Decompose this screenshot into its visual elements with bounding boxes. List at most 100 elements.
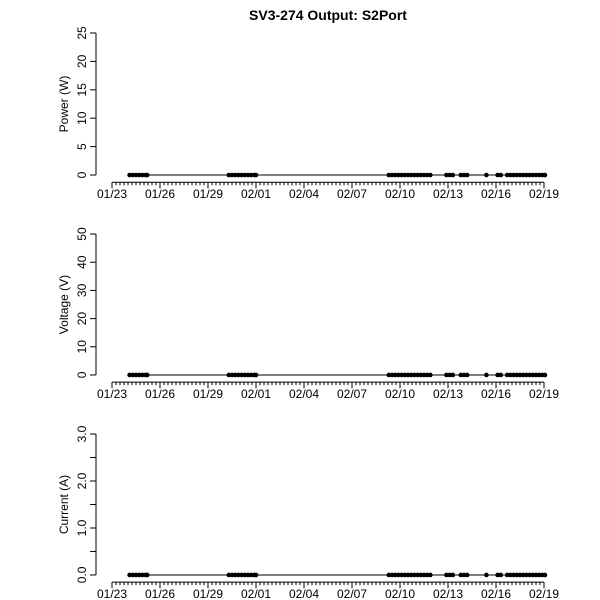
data-point: [461, 172, 467, 178]
data-point: [399, 572, 404, 578]
data-point: [133, 372, 139, 378]
data-point: [392, 372, 398, 378]
x-tick-label: 02/16: [481, 587, 511, 600]
data-point: [464, 372, 470, 378]
y-tick-label: 10: [75, 111, 89, 125]
data-point: [524, 572, 529, 578]
data-point: [520, 572, 526, 578]
data-point: [511, 172, 516, 178]
y-tick-label: 30: [75, 283, 89, 297]
data-point: [226, 572, 232, 578]
data-point: [236, 372, 241, 378]
x-tick-label: 02/01: [241, 387, 271, 401]
data-point: [396, 172, 401, 178]
data-point: [408, 372, 414, 378]
x-tick-label: 02/04: [289, 387, 319, 401]
data-point: [444, 172, 449, 178]
x-tick-label: 02/01: [241, 187, 271, 201]
data-point: [412, 572, 417, 578]
data-point: [530, 372, 536, 378]
data-point: [542, 372, 548, 378]
data-point: [248, 572, 254, 578]
data-point: [447, 172, 452, 178]
y-tick-label: 25: [75, 26, 89, 40]
data-point: [511, 572, 516, 578]
data-point: [461, 372, 467, 378]
data-point: [130, 372, 136, 378]
data-point: [253, 172, 259, 178]
data-point: [536, 572, 542, 578]
y-tick-label: 10: [75, 340, 89, 354]
data-point: [229, 172, 235, 178]
y-tick-label: 15: [75, 83, 89, 97]
y-tick-label: 1.0: [75, 519, 89, 536]
data-point: [428, 572, 433, 578]
data-point: [418, 172, 424, 178]
data-point: [424, 572, 430, 578]
data-point: [245, 372, 251, 378]
data-point: [424, 372, 430, 378]
data-point: [484, 572, 489, 578]
x-tick-label: 02/19: [529, 187, 559, 201]
data-point: [402, 172, 408, 178]
data-point: [415, 172, 420, 178]
x-tick-label: 02/04: [289, 587, 319, 600]
x-tick-label: 01/29: [193, 387, 223, 401]
x-tick-label: 01/23: [97, 587, 127, 600]
y-tick-label: 5: [75, 143, 89, 150]
data-point: [392, 572, 398, 578]
data-point: [511, 372, 516, 378]
data-point: [389, 172, 395, 178]
data-point: [498, 372, 504, 378]
data-point: [508, 572, 513, 578]
data-point: [399, 372, 404, 378]
data-point: [239, 572, 244, 578]
y-tick-label: 50: [75, 227, 89, 241]
x-tick-label: 02/13: [433, 187, 463, 201]
data-point: [248, 172, 254, 178]
data-point: [536, 172, 542, 178]
data-point: [133, 172, 139, 178]
data-point: [444, 572, 449, 578]
data-point: [533, 372, 539, 378]
y-tick-label: 0.0: [75, 566, 89, 583]
x-tick-label: 01/29: [193, 587, 223, 600]
data-point: [229, 372, 235, 378]
data-point: [232, 572, 238, 578]
data-point: [418, 372, 424, 378]
data-point: [517, 172, 523, 178]
data-point: [450, 572, 456, 578]
data-point: [396, 372, 401, 378]
x-tick-label: 02/19: [529, 587, 559, 600]
data-point: [542, 572, 548, 578]
data-point: [520, 172, 526, 178]
data-point: [253, 572, 259, 578]
data-point: [530, 572, 536, 578]
data-point: [421, 572, 427, 578]
x-tick-label: 02/01: [241, 587, 271, 600]
data-point: [253, 372, 259, 378]
data-point: [248, 372, 254, 378]
data-point: [127, 572, 132, 578]
x-tick-label: 02/04: [289, 187, 319, 201]
data-point: [127, 372, 132, 378]
data-point: [447, 572, 452, 578]
x-tick-label: 02/10: [385, 387, 415, 401]
data-point: [415, 572, 420, 578]
data-point: [458, 172, 464, 178]
data-point: [458, 372, 464, 378]
y-axis-label: Voltage (V): [57, 275, 71, 334]
data-point: [415, 372, 420, 378]
data-point: [517, 372, 523, 378]
data-point: [421, 372, 427, 378]
data-point: [424, 172, 430, 178]
data-point: [136, 172, 142, 178]
data-point: [495, 372, 500, 378]
data-point: [232, 372, 238, 378]
data-point: [504, 572, 510, 578]
data-point: [484, 172, 489, 178]
data-point: [428, 372, 433, 378]
data-point: [527, 172, 532, 178]
data-point: [140, 572, 145, 578]
